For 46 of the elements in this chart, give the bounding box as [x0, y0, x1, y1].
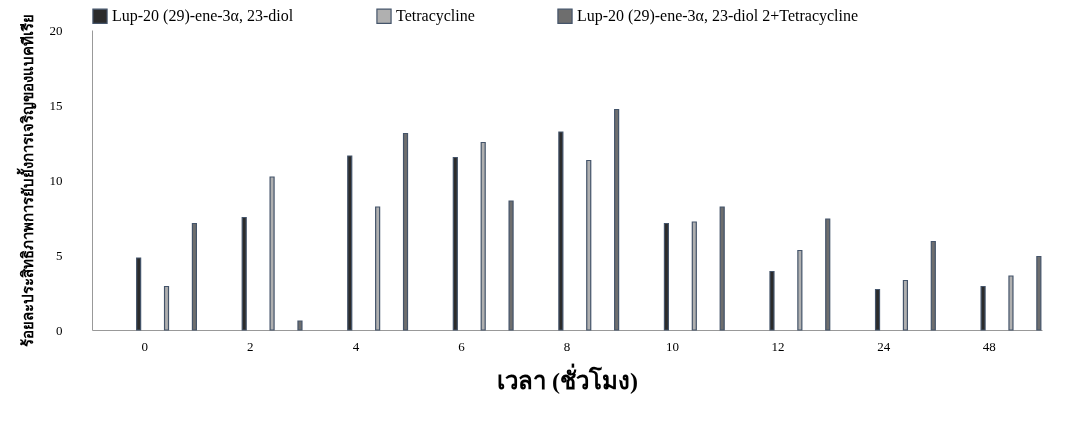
bar: [1008, 275, 1014, 331]
bar: [874, 288, 881, 331]
bar: [663, 222, 670, 331]
x-tick-label: 48: [982, 338, 996, 354]
bar: [825, 218, 831, 331]
bar: [691, 221, 697, 331]
bar: [586, 159, 592, 331]
bar: [930, 240, 936, 331]
bar: [769, 270, 775, 331]
y-tick-label: 10: [49, 172, 63, 188]
bar: [508, 200, 514, 331]
y-tick-label: 5: [56, 247, 63, 263]
x-tick-label: 2: [247, 338, 254, 354]
bar: [1036, 255, 1042, 331]
bar: [241, 216, 247, 331]
x-tick-label: 24: [877, 338, 891, 354]
bar: [402, 132, 409, 331]
bar: [480, 141, 486, 331]
bar: [980, 285, 986, 331]
x-axis-title: เวลา (ชั่วโมง): [497, 362, 638, 394]
legend-label: Tetracycline: [396, 7, 475, 26]
bar: [558, 131, 564, 331]
x-tick-label: 8: [563, 338, 571, 354]
x-tick-label: 0: [141, 338, 149, 354]
bar: [297, 320, 303, 331]
bar: [136, 257, 142, 331]
legend-label: Lup-20 (29)-ene-3α, 23-diol: [112, 7, 294, 26]
bar: [269, 176, 275, 331]
x-tick-label: 12: [771, 338, 785, 354]
y-axis-title: ร้อยละประสิทธิภาพการยับยั้งการเจริญของแบคทีเรีย: [15, 14, 37, 347]
bar: [614, 108, 620, 331]
x-tick-label: 10: [666, 338, 680, 354]
bar: [797, 249, 803, 331]
y-tick-label: 15: [49, 97, 63, 113]
x-tick-label: 4: [352, 338, 360, 354]
bar: [452, 156, 458, 331]
bar: [347, 155, 353, 331]
bar: [719, 206, 725, 331]
bar: [375, 206, 381, 331]
bar: [902, 279, 909, 331]
x-tick-label: 6: [458, 338, 466, 354]
bar: [191, 222, 197, 331]
legend-label: Lup-20 (29)-ene-3α, 23-diol 2+Tetracycline: [577, 7, 859, 26]
y-tick-label: 20: [49, 22, 63, 38]
y-tick-label: 0: [56, 322, 63, 338]
bar: [163, 285, 170, 331]
